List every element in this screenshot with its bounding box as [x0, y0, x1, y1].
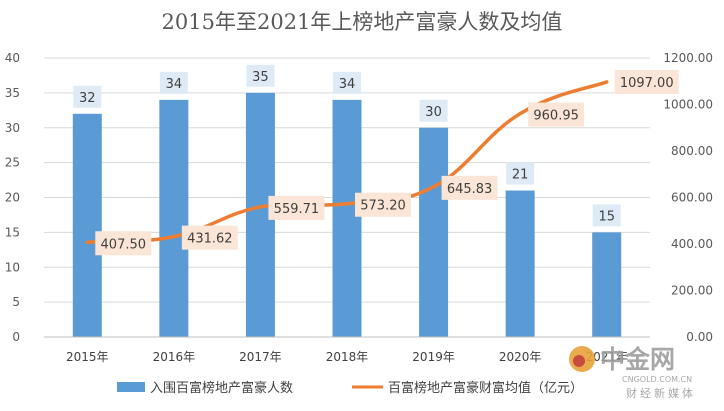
line-label-box — [614, 69, 679, 94]
x-tick-label: 2018年 — [326, 350, 369, 364]
line-label: 559.71 — [274, 202, 320, 217]
legend-swatch-bar — [117, 382, 145, 392]
bar-label-box — [73, 85, 102, 108]
y-left-tick-label: 10 — [5, 260, 20, 274]
line-label-box — [528, 102, 585, 127]
bar-label: 21 — [512, 168, 529, 183]
bar — [72, 113, 102, 337]
bar-label-box — [506, 162, 535, 185]
line-point — [432, 185, 436, 189]
x-tick-label: 2015年 — [66, 350, 109, 364]
bar — [505, 190, 535, 337]
legend-label-bar: 入围百富榜地产富豪人数 — [150, 380, 293, 396]
bar-label-box — [419, 99, 448, 122]
y-right-tick-label: 600.00 — [671, 191, 713, 205]
line-point — [172, 235, 176, 239]
line-data-labels: 407.50 431.62 559.71 573.20 645.83 960.95 1097… — [95, 69, 679, 256]
y-left-tick-label: 25 — [5, 156, 20, 170]
line-label: 960.95 — [533, 109, 579, 124]
line-point — [258, 205, 262, 209]
chart-title: 2015年至2021年上榜地产富豪人数及均值 — [162, 10, 563, 34]
bar-series — [72, 92, 622, 337]
line-label: 645.83 — [447, 182, 493, 197]
y-right-tick-label: 800.00 — [671, 144, 713, 158]
legend-label-line: 百富榜地产富豪财富均值（亿元） — [388, 380, 583, 396]
y-right-tick-label: 400.00 — [671, 237, 713, 251]
watermark: 中金网 CNGOLD.COM.CN 财经新媒体 — [569, 345, 696, 400]
line-label-box — [441, 175, 498, 200]
y-left-tick-label: 35 — [5, 86, 20, 100]
line-label: 1097.00 — [620, 76, 674, 91]
bar — [592, 232, 622, 337]
watermark-logo-inner — [573, 355, 585, 367]
line-point — [345, 202, 349, 206]
bar-label: 35 — [252, 70, 269, 85]
watermark-logo-text: 中金网 — [600, 345, 675, 374]
bar-label-box — [592, 204, 621, 227]
bar-label-box — [159, 71, 188, 94]
y-left-tick-label: 0 — [12, 330, 20, 344]
bar-label-box — [246, 64, 275, 87]
y-right-tick-label: 1000.00 — [663, 98, 713, 112]
line-point — [85, 240, 89, 244]
y-left-tick-label: 15 — [5, 225, 20, 239]
bar — [159, 99, 189, 337]
y-left-tick-label: 20 — [5, 191, 20, 205]
line-label: 431.62 — [187, 232, 233, 247]
y-right-tick-label: 200.00 — [671, 284, 713, 298]
x-axis: 2015年 2016年 2017年 2018年 2019年 2020年 2021年 — [44, 336, 650, 364]
x-tick-label: 2019年 — [412, 350, 455, 364]
watermark-tagline: 财经新媒体 — [626, 386, 696, 400]
bar-label: 34 — [339, 77, 356, 92]
y-right-tick-label: 0.00 — [686, 330, 713, 344]
legend: 入围百富榜地产富豪人数 百富榜地产富豪财富均值（亿元） — [117, 380, 583, 396]
bar-label: 15 — [598, 209, 615, 224]
bar-label: 34 — [166, 77, 183, 92]
line-label: 407.50 — [101, 237, 147, 252]
y-left-tick-label: 40 — [5, 51, 20, 65]
line-series — [85, 80, 609, 245]
y-axis-right: 0.00 200.00 400.00 600.00 800.00 1000.00 1200.… — [663, 51, 713, 344]
line-label-box — [268, 195, 325, 220]
x-tick-label: 2016年 — [153, 350, 196, 364]
bar — [419, 127, 449, 337]
y-left-tick-label: 30 — [5, 121, 20, 135]
line-point — [518, 112, 522, 116]
line-point — [605, 80, 609, 84]
watermark-url: CNGOLD.COM.CN — [622, 375, 692, 384]
y-right-tick-label: 1200.00 — [663, 51, 713, 65]
bar-label-box — [333, 71, 361, 94]
x-tick-label: 2020年 — [499, 350, 542, 364]
bar — [332, 99, 362, 337]
line-label-box — [355, 192, 411, 217]
y-axis-left: 0 5 10 15 20 25 30 35 40 — [5, 51, 20, 344]
y-left-tick-label: 5 — [12, 295, 20, 309]
x-tick-label: 2017年 — [239, 350, 282, 364]
bar-data-labels: 32 34 35 34 30 21 15 — [73, 64, 621, 227]
bar-label: 32 — [79, 91, 96, 106]
line-label-box — [95, 231, 152, 256]
x-tick-label: 2021年 — [585, 350, 628, 364]
line-label: 573.20 — [360, 199, 406, 214]
line-label-box — [181, 225, 238, 250]
bar-label: 30 — [425, 105, 442, 120]
